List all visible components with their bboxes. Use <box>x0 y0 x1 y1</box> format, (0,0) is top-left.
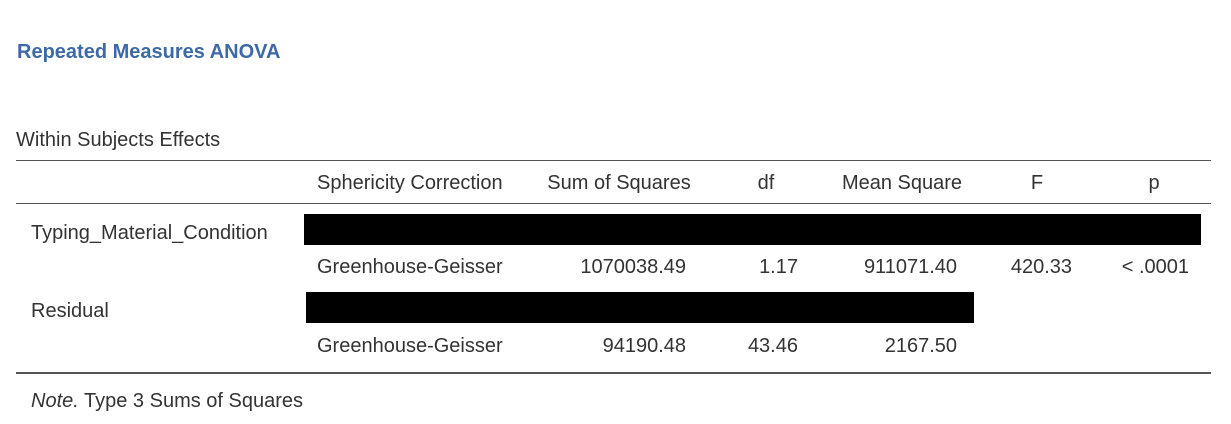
column-header: F <box>1030 172 1044 194</box>
header-rule <box>16 203 1211 204</box>
note-text: Type 3 Sums of Squares <box>84 390 304 412</box>
correction: Greenhouse-Geisser <box>317 335 503 357</box>
redaction <box>304 214 1201 245</box>
cell: 1.17 <box>759 256 798 278</box>
cell: 911071.40 <box>863 256 957 278</box>
cell: 1070038.49 <box>580 256 686 278</box>
cell: 420.33 <box>1010 256 1072 278</box>
row-label: Typing_Material_Condition <box>31 222 268 244</box>
cell: 43.46 <box>747 335 798 357</box>
cell: < .0001 <box>1121 256 1189 278</box>
table-note: Note. Type 3 Sums of Squares <box>31 389 303 413</box>
row-label: Residual <box>31 300 109 322</box>
correction: Greenhouse-Geisser <box>317 256 503 278</box>
note-prefix: Note. <box>31 390 79 412</box>
column-header: p <box>1148 172 1160 194</box>
cell: 94190.48 <box>602 335 686 357</box>
column-header: Sphericity Correction <box>317 172 503 194</box>
table-top-rule <box>16 160 1211 161</box>
title: Repeated Measures ANOVA <box>17 41 281 63</box>
table-caption: Within Subjects Effects <box>16 129 221 151</box>
cell: 2167.50 <box>884 335 957 357</box>
table-bottom-rule <box>16 372 1211 374</box>
column-header: Mean Square <box>841 172 963 194</box>
redaction <box>306 292 974 323</box>
column-header: df <box>757 172 775 194</box>
column-header: Sum of Squares <box>547 172 691 194</box>
